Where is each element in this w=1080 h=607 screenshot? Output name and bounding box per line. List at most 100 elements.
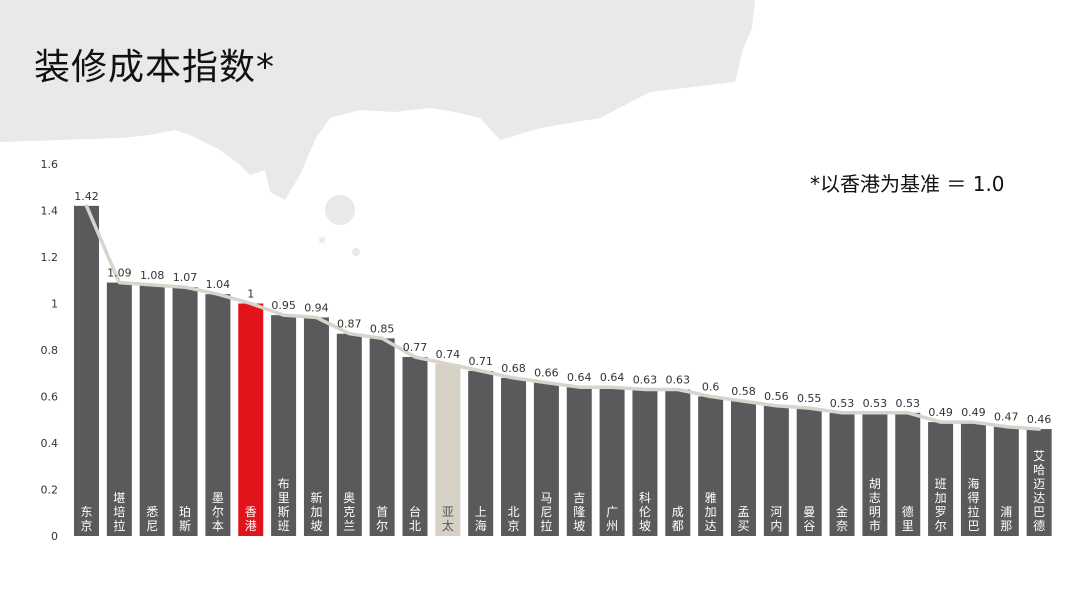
bar-墨尔本	[205, 294, 231, 536]
category-label: 布里斯班	[278, 477, 290, 533]
y-tick-label: 1.2	[41, 251, 59, 264]
category-label: 科伦坡	[639, 491, 651, 533]
category-label: 艾哈迈达巴德	[1033, 449, 1045, 533]
category-label: 奥克兰	[343, 491, 355, 533]
bar-马尼拉	[533, 382, 559, 536]
bar-雅加达	[698, 396, 724, 536]
bar-首尔	[369, 338, 395, 536]
bar-台北	[402, 356, 428, 536]
data-label: 0.56	[764, 390, 789, 403]
data-label: 0.55	[797, 392, 822, 405]
category-label: 孟买	[737, 505, 749, 533]
y-tick-label: 1.6	[41, 158, 59, 171]
y-tick-label: 0.6	[41, 391, 59, 404]
category-label: 新加坡	[310, 490, 322, 533]
data-label: 0.53	[830, 397, 855, 410]
category-label: 广州	[606, 505, 618, 533]
category-label: 上海	[475, 505, 487, 533]
category-label: 金奈	[836, 504, 848, 533]
category-label: 首尔	[376, 505, 388, 533]
bar-浦那	[993, 426, 1019, 536]
data-label: 1	[247, 288, 254, 301]
category-label: 珀斯	[179, 505, 191, 533]
data-label: 0.6	[702, 381, 720, 394]
data-label: 0.63	[633, 374, 658, 387]
category-label: 吉隆坡	[573, 491, 585, 533]
category-label: 雅加达	[705, 490, 717, 533]
bar-曼谷	[796, 408, 822, 536]
bar-奥克兰	[336, 333, 362, 536]
bar-吉隆坡	[566, 387, 592, 536]
bar-成都	[665, 389, 691, 536]
data-label: 0.77	[403, 341, 428, 354]
y-tick-label: 1	[51, 298, 58, 311]
bar-珀斯	[172, 287, 198, 536]
category-label: 曼谷	[803, 505, 815, 533]
data-label: 0.58	[731, 385, 756, 398]
data-label: 1.07	[173, 271, 198, 284]
category-label: 海得拉巴	[967, 476, 979, 533]
category-label: 成都	[672, 505, 684, 533]
bar-东京	[74, 205, 99, 536]
category-label: 堪培拉	[113, 491, 125, 533]
bar-上海	[468, 370, 494, 536]
data-label: 0.49	[928, 406, 953, 419]
bar-金奈	[829, 412, 855, 536]
y-tick-label: 0.2	[41, 484, 59, 497]
y-tick-label: 1.4	[41, 205, 59, 218]
data-label: 0.64	[600, 371, 625, 384]
data-label: 0.47	[994, 411, 1019, 424]
data-label: 0.64	[567, 371, 592, 384]
bar-布里斯班	[271, 315, 297, 536]
bar-胡志明市	[862, 412, 888, 536]
category-label: 浦那	[1000, 505, 1012, 533]
bar-悉尼	[139, 284, 165, 536]
category-label: 悉尼	[146, 505, 158, 533]
category-label: 德里	[902, 504, 914, 533]
category-label: 墨尔本	[212, 491, 224, 533]
data-label: 1.04	[206, 278, 231, 291]
bar-亚太	[435, 363, 461, 536]
trend-line	[84, 204, 1041, 431]
category-label: 亚太	[442, 505, 454, 533]
y-tick-label: 0.4	[41, 437, 59, 450]
data-label: 1.42	[74, 190, 99, 203]
data-label: 0.87	[337, 318, 362, 331]
bar-堪培拉	[106, 282, 132, 536]
data-label: 0.74	[436, 348, 461, 361]
data-label: 0.49	[961, 406, 986, 419]
category-label: 马尼拉	[540, 491, 552, 533]
bar-北京	[501, 377, 527, 536]
data-label: 0.66	[534, 367, 559, 380]
category-label: 河内	[770, 505, 782, 533]
y-tick-label: 0.8	[41, 344, 59, 357]
data-label: 0.63	[666, 374, 691, 387]
data-label: 0.53	[896, 397, 921, 410]
category-label: 香港	[245, 505, 257, 533]
data-label: 0.71	[468, 355, 493, 368]
data-label: 0.95	[271, 299, 296, 312]
bar-海得拉巴	[960, 422, 986, 536]
data-label: 1.09	[107, 267, 132, 280]
data-label: 0.85	[370, 322, 395, 335]
bar-广州	[599, 387, 625, 536]
bar-科伦坡	[632, 389, 658, 536]
bar-德里	[895, 412, 921, 536]
category-label: 东京	[80, 505, 92, 533]
category-label: 北京	[508, 505, 520, 533]
bar-班加罗尔	[928, 422, 954, 536]
data-label: 0.53	[863, 397, 888, 410]
category-label: 胡志明市	[869, 477, 881, 533]
data-label: 0.94	[304, 301, 329, 314]
baseline-note: *以香港为基准 ＝ 1.0	[810, 172, 1005, 196]
category-label: 台北	[409, 504, 421, 533]
y-tick-label: 0	[51, 530, 58, 543]
bar-艾哈迈达巴德	[1026, 429, 1052, 536]
data-label: 1.08	[140, 269, 165, 282]
category-label: 班加罗尔	[935, 477, 947, 533]
bar-新加坡	[303, 317, 329, 536]
data-label: 0.68	[501, 362, 526, 375]
page-title: 装修成本指数*	[34, 47, 276, 88]
